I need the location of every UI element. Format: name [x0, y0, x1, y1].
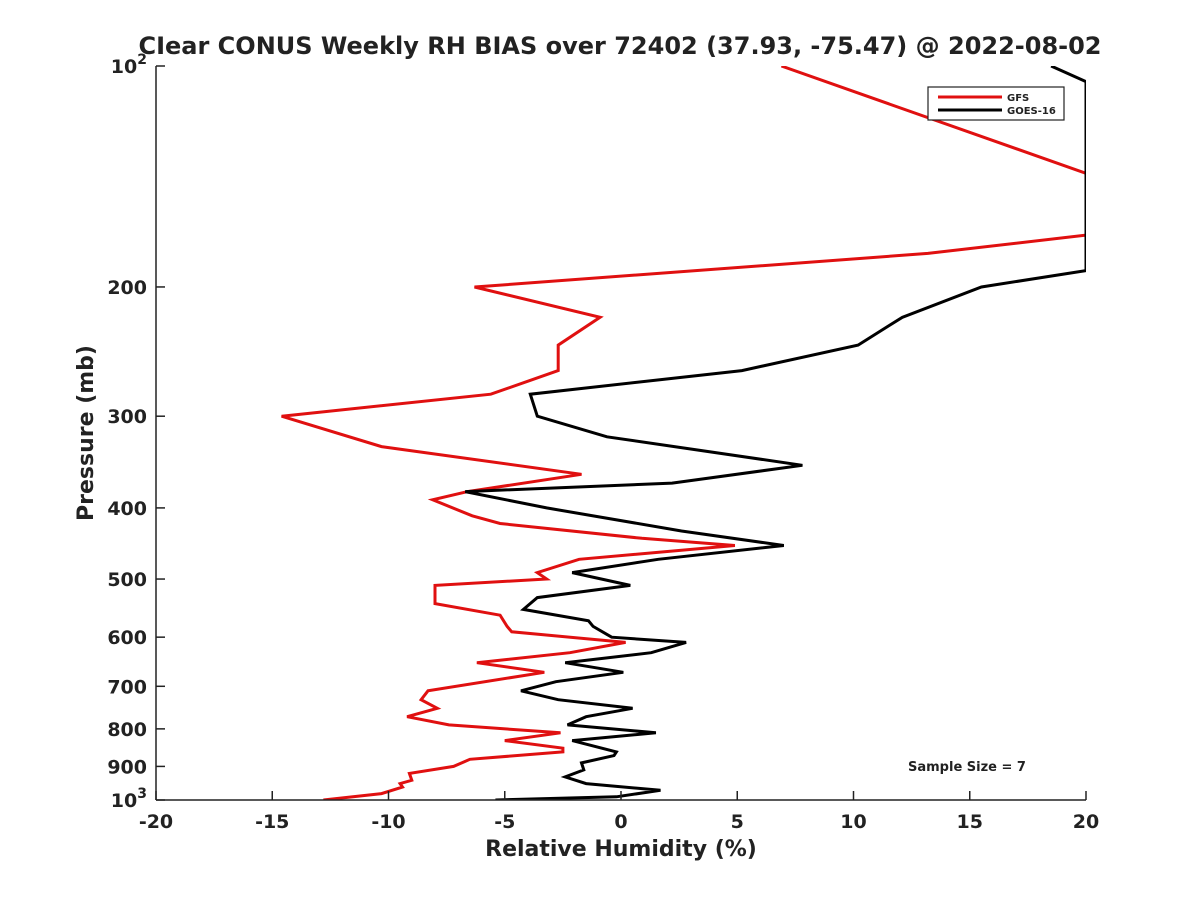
legend-gfs-label: GFS [1007, 93, 1029, 104]
y-tick-label: 103 [111, 786, 147, 812]
x-tick-label: -10 [371, 811, 405, 833]
y-tick-label: 200 [107, 277, 147, 299]
x-tick-label: -5 [494, 811, 515, 833]
x-axis-label: Relative Humidity (%) [485, 837, 757, 862]
y-tick-label: 300 [107, 406, 147, 428]
y-tick-label: 600 [107, 627, 147, 649]
y-axis-label: Pressure (mb) [74, 345, 99, 521]
y-tick-label: 800 [107, 719, 147, 741]
x-tick-label: -20 [139, 811, 173, 833]
x-tick-label: 0 [614, 811, 627, 833]
x-tick-label: 10 [840, 811, 866, 833]
legend-goes16-label: GOES-16 [1007, 106, 1056, 117]
series-line-gfs [281, 66, 1086, 800]
series-line-goes-16 [464, 66, 1086, 800]
y-tick-label: 700 [107, 676, 147, 698]
y-tick-label: 400 [107, 498, 147, 520]
x-tick-label: 20 [1073, 811, 1099, 833]
y-tick-label: 900 [107, 756, 147, 778]
y-tick-label: 500 [107, 569, 147, 591]
x-tick-label: 15 [957, 811, 983, 833]
legend: GFS GOES-16 [927, 86, 1065, 121]
x-tick-label: -15 [255, 811, 289, 833]
x-tick-label: 5 [731, 811, 744, 833]
chart-title: CIear CONUS Weekly RH BIAS over 72402 (3… [138, 32, 1101, 60]
y-tick-label: 102 [111, 52, 147, 78]
legend-box [927, 86, 1065, 121]
sample-size-annotation: Sample Size = 7 [908, 760, 1026, 775]
